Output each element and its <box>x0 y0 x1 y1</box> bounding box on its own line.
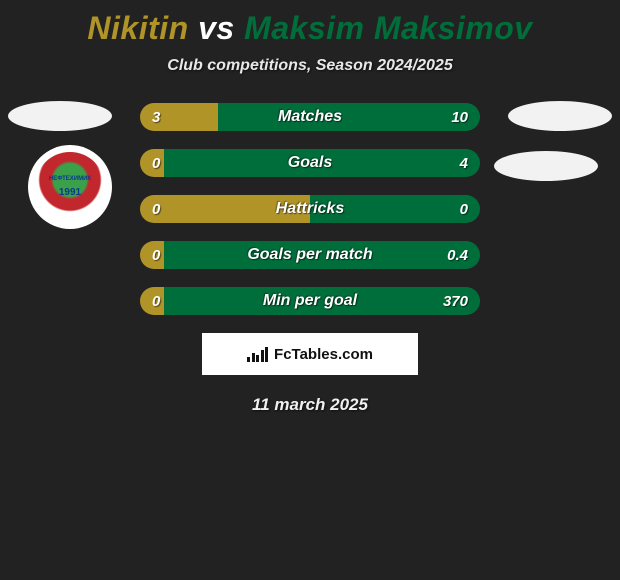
bar-row: Goals04 <box>140 149 480 177</box>
bar-segment-left <box>140 103 218 131</box>
bar-track <box>140 195 480 223</box>
comparison-section: НЕФТЕХИМИК 1991 Matches310 Goals04 Hattric… <box>0 103 620 315</box>
date: 11 march 2025 <box>0 395 620 415</box>
bar-row: Hattricks00 <box>140 195 480 223</box>
avatar-right-bottom <box>494 151 598 181</box>
subtitle: Club competitions, Season 2024/2025 <box>0 57 620 75</box>
vs-text: vs <box>198 10 235 46</box>
club-badge-text: НЕФТЕХИМИК 1991 <box>49 176 91 198</box>
club-badge: НЕФТЕХИМИК 1991 <box>28 145 112 229</box>
bar-row: Matches310 <box>140 103 480 131</box>
bar-segment-left <box>140 287 164 315</box>
page-title: Nikitin vs Maksim Maksimov <box>0 0 620 47</box>
bar-segment-left <box>140 149 164 177</box>
bar-row: Goals per match00.4 <box>140 241 480 269</box>
bar-segment-right <box>164 241 480 269</box>
bar-segment-right <box>310 195 480 223</box>
avatar-left <box>8 101 112 131</box>
bar-track <box>140 149 480 177</box>
badge-year: 1991 <box>49 188 91 198</box>
bar-track <box>140 103 480 131</box>
bar-segment-right <box>218 103 480 131</box>
footer-logo-icon <box>247 346 268 362</box>
footer-site: FcTables.com <box>274 346 373 363</box>
comparison-bars: Matches310 Goals04 Hattricks00 Goals per ma… <box>140 103 480 315</box>
club-badge-inner: НЕФТЕХИМИК 1991 <box>35 152 105 222</box>
badge-top-text: НЕФТЕХИМИК <box>49 176 91 182</box>
footer-box: FcTables.com <box>202 333 418 375</box>
bar-track <box>140 287 480 315</box>
bar-segment-left <box>140 241 164 269</box>
bar-row: Min per goal0370 <box>140 287 480 315</box>
bar-track <box>140 241 480 269</box>
bar-segment-right <box>164 287 480 315</box>
bar-segment-left <box>140 195 310 223</box>
bar-segment-right <box>164 149 480 177</box>
player-left-name: Nikitin <box>87 10 188 46</box>
avatar-right-top <box>508 101 612 131</box>
player-right-name: Maksim Maksimov <box>244 10 533 46</box>
